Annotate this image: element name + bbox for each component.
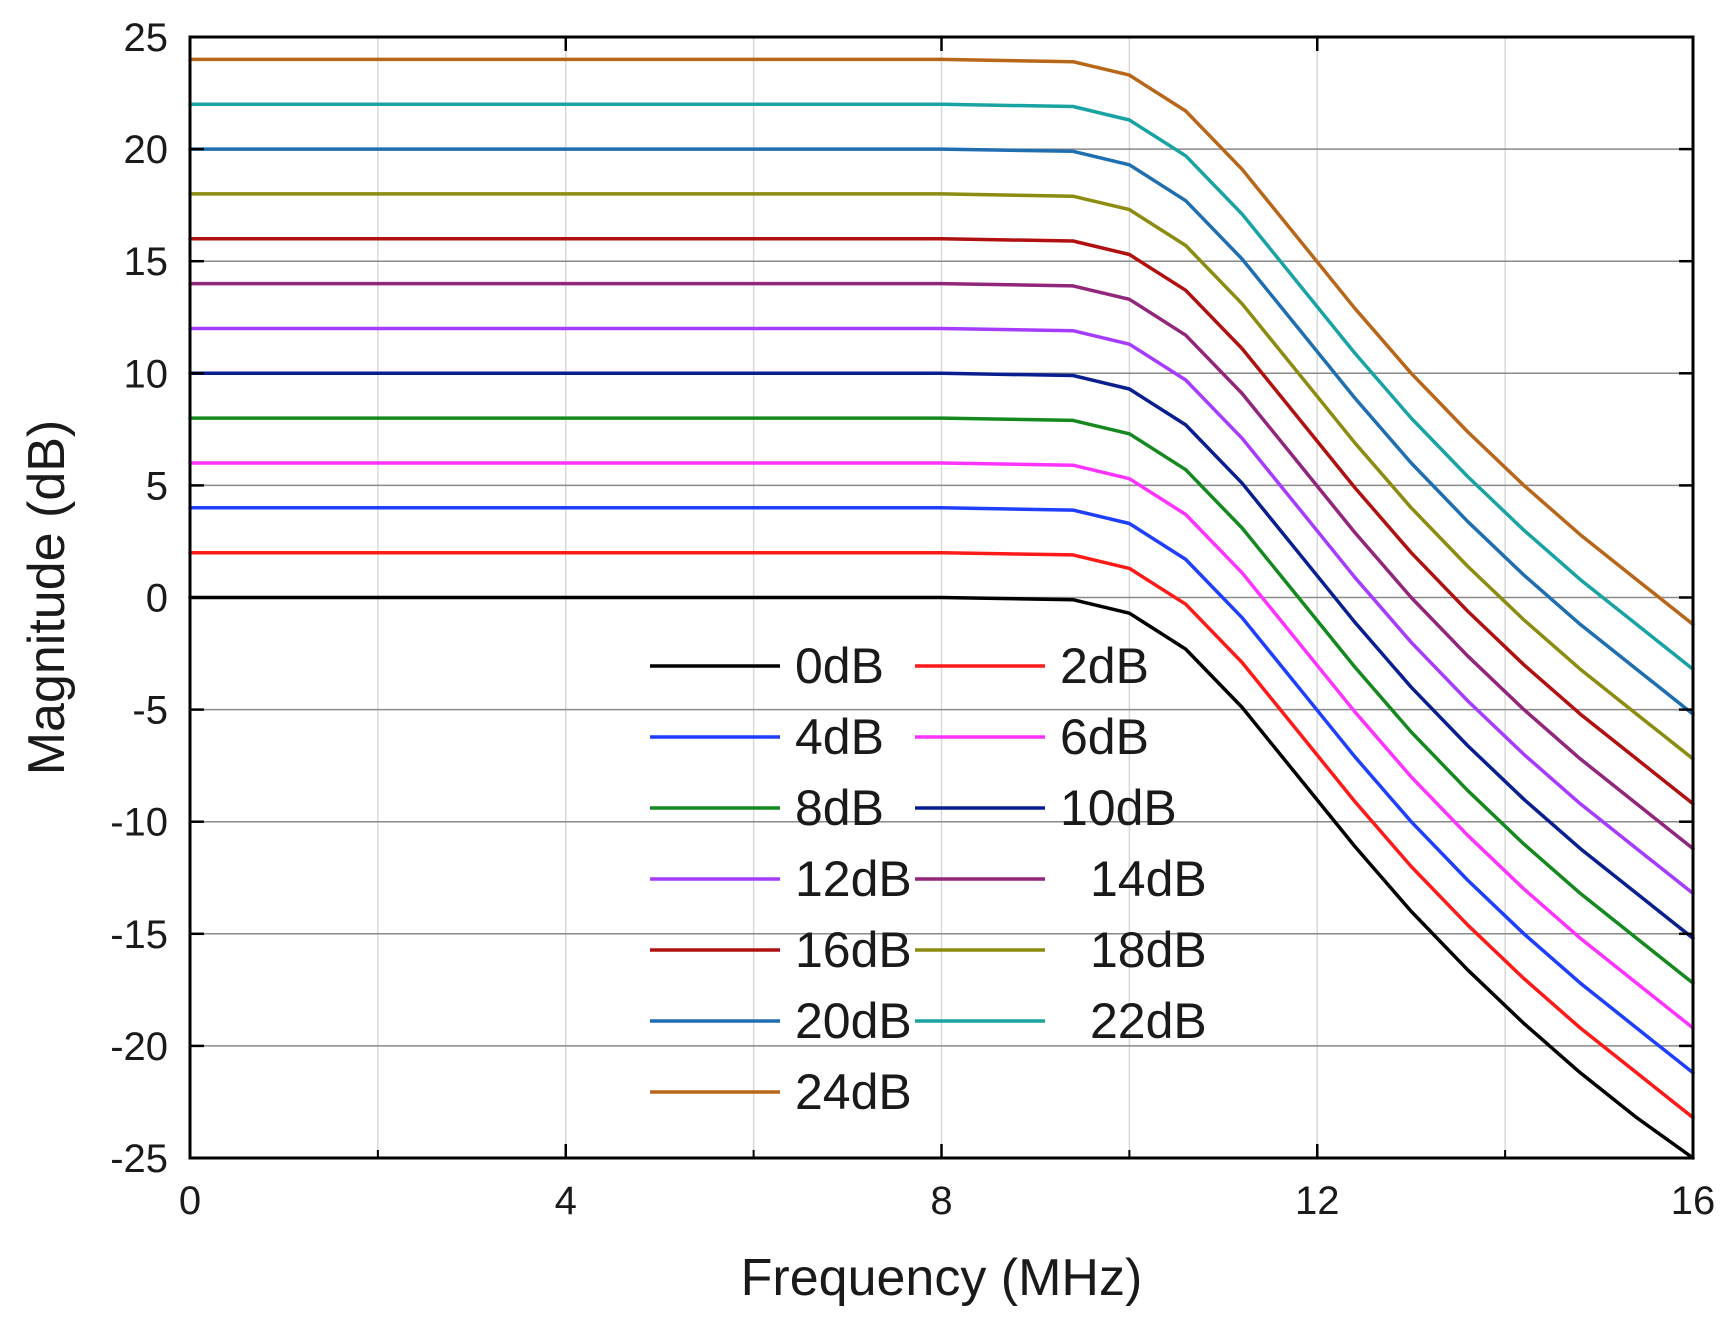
y-axis-title: Magnitude (dB) — [18, 420, 76, 776]
series-line-8dB — [188, 416, 1695, 985]
legend-label-24dB: 24dB — [795, 1064, 912, 1120]
series-line-0dB — [188, 595, 1695, 1160]
y-tick-label: 20 — [124, 128, 169, 172]
series-line-20dB — [188, 147, 1695, 716]
series-line-16dB — [188, 237, 1695, 806]
series-line-18dB — [188, 192, 1695, 761]
y-tick-label: -10 — [110, 801, 168, 845]
series-line-2dB — [188, 550, 1695, 1120]
legend-label-18dB: 18dB — [1090, 922, 1207, 978]
series-line-12dB — [188, 326, 1695, 896]
y-tick-label: -5 — [132, 689, 168, 733]
series-line-4dB — [188, 506, 1695, 1075]
y-tick-label: 25 — [124, 16, 169, 60]
series-line-14dB — [188, 281, 1695, 851]
legend-label-22dB: 22dB — [1090, 993, 1207, 1049]
legend-label-10dB: 10dB — [1060, 780, 1177, 836]
y-tick-label: 0 — [146, 577, 168, 621]
series-line-22dB — [188, 102, 1695, 671]
legend-label-6dB: 6dB — [1060, 709, 1149, 765]
series-line-6dB — [188, 461, 1695, 1030]
y-tick-label: -25 — [110, 1137, 168, 1181]
y-tick-label: 10 — [124, 352, 169, 396]
x-axis-title: Frequency (MHz) — [741, 1249, 1143, 1307]
legend-label-8dB: 8dB — [795, 780, 884, 836]
x-tick-label: 12 — [1295, 1179, 1340, 1223]
x-tick-label: 4 — [555, 1179, 577, 1223]
x-tick-label: 0 — [179, 1179, 201, 1223]
legend-label-12dB: 12dB — [795, 851, 912, 907]
y-tick-label: 15 — [124, 240, 169, 284]
x-tick-label: 8 — [930, 1179, 952, 1223]
legend-label-14dB: 14dB — [1090, 851, 1207, 907]
y-tick-label: -20 — [110, 1025, 168, 1069]
y-tick-label: 5 — [146, 464, 168, 508]
y-tick-label: -15 — [110, 913, 168, 957]
legend-label-4dB: 4dB — [795, 709, 884, 765]
legend-label-2dB: 2dB — [1060, 638, 1149, 694]
series-line-24dB — [188, 57, 1695, 627]
series-line-10dB — [188, 371, 1695, 941]
legend-label-16dB: 16dB — [795, 922, 912, 978]
legend-label-20dB: 20dB — [795, 993, 912, 1049]
x-tick-label: 16 — [1671, 1179, 1716, 1223]
legend-label-0dB: 0dB — [795, 638, 884, 694]
